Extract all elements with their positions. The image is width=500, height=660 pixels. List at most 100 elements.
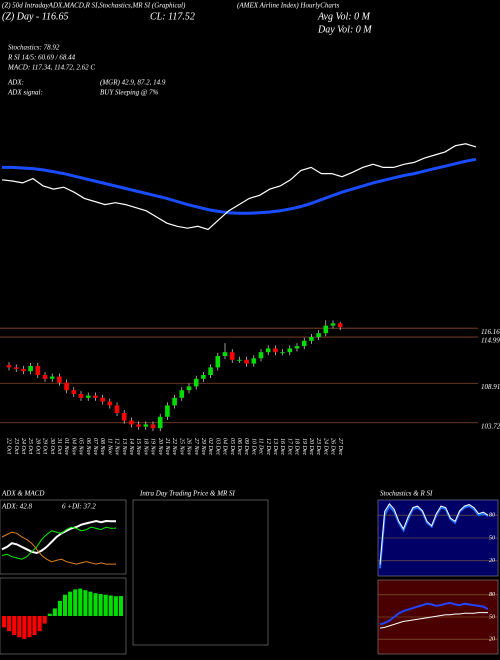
level-label: 108.91 [481,383,500,391]
x-tick-label: 01 Nov [63,438,69,456]
candle-body [201,375,206,379]
x-tick-label: 08 Nov [99,438,105,456]
x-tick-label: 06 Nov [85,438,91,456]
candle-body [85,395,91,398]
x-tick-label: 23 Oct [13,438,19,454]
y-tick-label: 50 [489,535,495,541]
candle-body [186,386,192,391]
x-tick-label: 15 Nov [135,438,141,456]
indicator: R SI 14/5: 60.69 / 68.44 [7,54,76,62]
series-line [1,526,117,560]
histogram-bar [7,616,12,632]
x-tick-label: 28 Oct [34,438,40,454]
candle-body [229,352,235,360]
x-tick-label: 27 Dec [337,438,343,455]
panel-title: Stochastics & R SI [380,490,433,498]
candle-body [150,424,156,429]
candle-body [237,359,242,361]
candle-body [100,397,105,402]
x-tick-label: 25 Oct [27,438,33,454]
x-tick-label: 27 Nov [193,438,199,456]
candle-body [179,390,185,398]
annotation: ADX: 42.8 [1,503,32,511]
candle-body [64,382,69,391]
annotation: 6 +DI: 37.2 [62,503,96,511]
candle-body [323,325,329,334]
y-tick-label: 80 [489,513,495,519]
candle-body [294,346,300,349]
candle-body [215,356,221,368]
x-tick-label: 02 Dec [207,438,213,455]
x-tick-label: 21 Nov [164,438,170,456]
candle-body [136,424,141,427]
adx-label: ADX: [7,79,24,87]
x-tick-label: 11 Dec [258,438,264,455]
histogram-bar [22,616,27,639]
x-tick-label: 11 Nov [106,438,112,455]
series-line [379,601,489,626]
histogram-bar [88,591,93,616]
x-tick-label: 18 Dec [294,438,300,455]
candle-body [309,337,314,341]
histogram-bar [2,616,7,628]
close-price: CL: 117.52 [150,11,195,22]
candle-body [330,323,336,326]
histogram-bar [68,591,73,616]
panel-frame [0,577,127,655]
candle-body [172,397,177,406]
indicator: MACD: 117.34, 114.72, 2.62 C [7,64,95,72]
candle-body [129,420,134,425]
x-tick-label: 13 Nov [121,438,127,456]
x-tick-label: 26 Nov [186,438,192,456]
candle-body [193,378,199,387]
histogram-bar [17,616,22,638]
x-tick-label: 07 Nov [92,438,98,456]
x-tick-label: 04 Dec [222,438,229,455]
candle-body [114,405,120,413]
histogram-bar [98,593,103,616]
candle-body [337,323,343,328]
intraday-title: Intra Day Trading Price & MR SI [139,490,236,498]
histogram-bar [73,589,78,616]
y-tick-label: 20 [489,558,495,564]
header-title: (Z) 50d IntradayADX,MACD,R SI,Stochastic… [2,2,186,10]
y-tick-label: 50 [489,614,495,620]
histogram-bar [42,616,47,624]
candle-body [265,348,271,353]
y-tick-label: 20 [489,637,495,643]
x-tick-label: 05 Dec [229,438,235,455]
histogram-bar [47,613,52,616]
x-tick-label: 05 Nov [78,438,84,456]
x-tick-label: 29 Nov [200,438,206,456]
histogram-bar [57,600,62,616]
x-tick-label: 25 Nov [178,438,184,456]
x-tick-label: 09 Dec [243,438,249,455]
candle-body [107,401,113,406]
x-tick-label: 13 Dec [272,438,278,455]
x-tick-label: 23 Dec [315,438,321,455]
histogram-bar [78,588,83,616]
day-volume: Day Vol: 0 M [317,24,372,35]
x-tick-label: 20 Dec [308,438,314,455]
x-tick-label: 20 Nov [157,438,163,456]
histogram-bar [108,595,113,616]
candle-body [57,376,62,383]
x-tick-label: 03 Dec [214,438,220,455]
intraday-panel [132,499,269,646]
price-line [1,143,477,231]
histogram-bar [37,616,42,632]
x-tick-label: 12 Dec [265,438,271,455]
candle-body [273,348,278,353]
histogram-bar [118,596,123,616]
adx-signal: BUY Sleeping @ 7% [100,89,159,97]
candle-body [157,416,163,429]
adx-values: (MGR) 42.9, 87.2, 14.9 [100,79,166,87]
candle-body [316,333,321,337]
candle-body [35,365,41,375]
x-tick-label: 16 Dec [279,438,285,455]
candle-body [244,359,249,364]
panel-frame [0,499,127,575]
x-tick-label: 12 Nov [114,438,120,456]
x-tick-label: 30 Oct [49,437,55,454]
series-line [1,519,116,555]
